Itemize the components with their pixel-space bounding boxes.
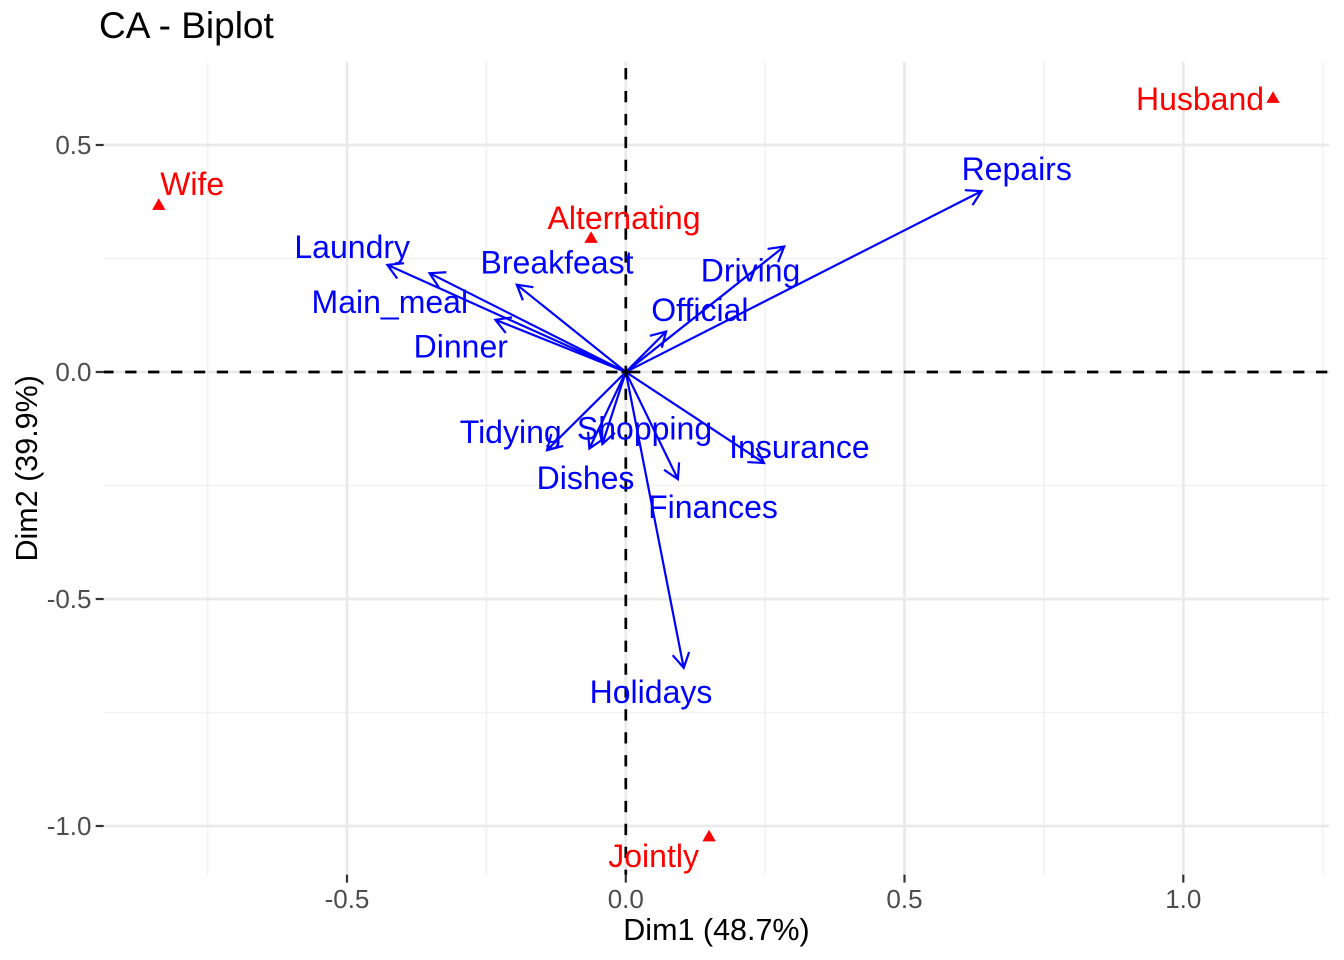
svg-text:Finances: Finances xyxy=(648,489,778,525)
svg-text:Tidying: Tidying xyxy=(460,414,562,450)
svg-text:Driving: Driving xyxy=(701,252,801,288)
svg-text:0.5: 0.5 xyxy=(55,130,91,160)
svg-text:CA - Biplot: CA - Biplot xyxy=(99,5,275,46)
svg-text:0.0: 0.0 xyxy=(608,884,644,914)
svg-text:Insurance: Insurance xyxy=(729,429,870,465)
svg-text:Dishes: Dishes xyxy=(537,460,635,496)
svg-text:Holidays: Holidays xyxy=(590,674,713,710)
svg-text:Alternating: Alternating xyxy=(548,200,701,236)
svg-text:Dinner: Dinner xyxy=(414,329,509,365)
svg-text:Jointly: Jointly xyxy=(608,838,699,874)
svg-text:-0.5: -0.5 xyxy=(47,584,92,614)
svg-text:Dim1 (48.7%): Dim1 (48.7%) xyxy=(623,913,809,947)
svg-text:Breakfeast: Breakfeast xyxy=(481,245,634,281)
svg-text:-0.5: -0.5 xyxy=(325,884,370,914)
svg-text:0.0: 0.0 xyxy=(55,357,91,387)
svg-text:Husband: Husband xyxy=(1136,81,1264,117)
svg-text:1.0: 1.0 xyxy=(1165,884,1201,914)
svg-text:Main_meal: Main_meal xyxy=(312,284,469,320)
svg-text:Official: Official xyxy=(651,292,748,328)
svg-text:Repairs: Repairs xyxy=(962,151,1072,187)
svg-text:Laundry: Laundry xyxy=(294,229,410,265)
svg-text:0.5: 0.5 xyxy=(886,884,922,914)
svg-text:-1.0: -1.0 xyxy=(47,811,92,841)
svg-text:Shopping: Shopping xyxy=(577,410,712,446)
svg-text:Dim2 (39.9%): Dim2 (39.9%) xyxy=(10,375,44,561)
svg-text:Wife: Wife xyxy=(160,166,224,202)
